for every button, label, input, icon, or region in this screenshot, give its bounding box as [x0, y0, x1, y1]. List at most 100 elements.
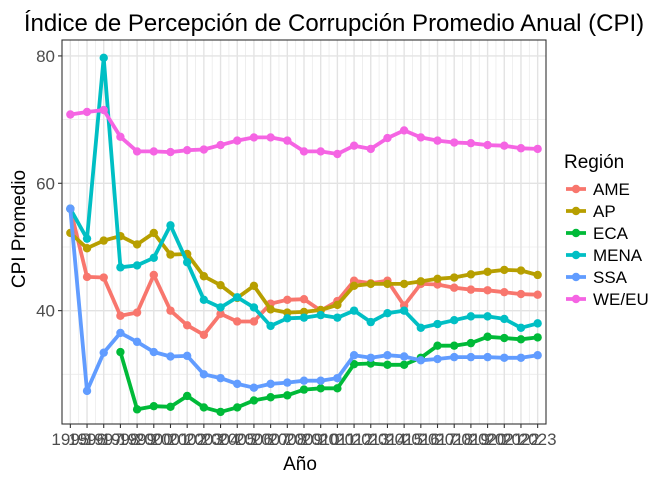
data-point: [233, 379, 242, 389]
data-point: [366, 279, 375, 289]
y-tick-label: 60: [36, 174, 55, 193]
data-point: [132, 308, 142, 317]
data-point: [233, 293, 242, 302]
x-tick-label: 2002: [168, 430, 206, 449]
data-point: [216, 309, 225, 319]
data-point: [199, 403, 209, 412]
x-tick-label: 2005: [218, 430, 256, 449]
data-point: [450, 341, 459, 350]
data-point: [166, 306, 175, 315]
legend-label: AME: [593, 180, 630, 199]
x-tick-label: 2020: [469, 430, 507, 449]
x-tick-label: 2018: [435, 430, 473, 449]
data-point: [466, 312, 476, 321]
data-point: [416, 323, 426, 333]
x-tick-label: 2000: [135, 430, 173, 449]
x-tick-label: 2015: [385, 430, 423, 449]
data-point: [99, 105, 108, 115]
data-point: [533, 270, 542, 280]
data-point: [283, 295, 292, 305]
x-tick-label: 2006: [235, 430, 273, 449]
data-point: [166, 221, 175, 230]
data-point: [82, 272, 92, 282]
data-point: [116, 347, 125, 357]
x-tick-label: 1997: [85, 430, 123, 449]
legend-key-point: [571, 206, 581, 216]
data-point: [349, 359, 359, 369]
data-point: [366, 144, 375, 154]
data-point: [383, 351, 392, 360]
data-point: [82, 107, 92, 117]
data-point: [466, 352, 476, 362]
data-point: [399, 352, 409, 361]
legend-label: WE/EU: [593, 290, 649, 309]
data-point: [383, 133, 392, 143]
data-point: [182, 258, 192, 267]
data-point: [216, 407, 225, 417]
data-point: [399, 126, 409, 135]
x-tick-label: 1998: [101, 430, 139, 449]
x-tick-label: 2009: [285, 430, 323, 449]
data-point: [483, 332, 492, 341]
legend-title: Región: [564, 152, 624, 173]
data-point: [149, 228, 158, 238]
data-point: [349, 141, 359, 150]
data-point: [316, 147, 325, 156]
x-tick-label: 2011: [319, 430, 356, 449]
data-point: [383, 360, 392, 369]
data-point: [466, 138, 476, 148]
data-point: [82, 234, 92, 243]
x-tick-label: 2001: [152, 430, 190, 449]
data-point: [516, 335, 526, 344]
data-point: [149, 253, 158, 262]
x-tick-label: 2019: [452, 430, 490, 449]
data-point: [349, 351, 359, 360]
data-point: [383, 308, 392, 318]
x-tick-label: 2004: [202, 430, 240, 449]
data-point: [99, 348, 108, 357]
chart-title: Índice de Percepción de Corrupción Prome…: [24, 10, 644, 37]
data-point: [500, 287, 509, 297]
data-point: [132, 405, 142, 414]
legend: Región AME AP ECA MENA SSA WE/EU: [564, 152, 649, 309]
x-tick-label: 2014: [369, 430, 407, 449]
data-point: [283, 136, 292, 145]
data-point: [116, 311, 125, 320]
y-axis-title: CPI Promedio: [9, 170, 30, 288]
data-point: [116, 263, 125, 272]
data-point: [500, 353, 509, 362]
data-point: [266, 393, 275, 402]
data-point: [233, 317, 242, 326]
data-point: [316, 376, 325, 385]
plot-panel: 4060801995199619971998199920002001200220…: [36, 39, 557, 449]
data-point: [299, 376, 309, 385]
data-point: [149, 270, 158, 280]
data-point: [116, 328, 125, 338]
legend-label: SSA: [593, 268, 628, 287]
x-tick-label: 2008: [268, 430, 306, 449]
data-point: [316, 384, 325, 393]
x-tick-label: 2007: [252, 430, 290, 449]
legend-key-point: [571, 228, 581, 238]
legend-key-point: [571, 294, 581, 304]
x-tick-label: 2023: [519, 430, 557, 449]
data-point: [399, 279, 409, 289]
data-point: [383, 279, 392, 289]
data-point: [533, 333, 542, 342]
data-point: [283, 391, 292, 400]
legend-label: AP: [593, 202, 616, 221]
data-point: [149, 147, 158, 156]
data-point: [450, 273, 459, 282]
data-point: [416, 133, 426, 142]
data-point: [399, 360, 409, 369]
data-point: [366, 317, 375, 327]
data-point: [283, 314, 292, 323]
data-point: [199, 145, 209, 154]
data-point: [132, 240, 142, 249]
data-point: [199, 272, 209, 281]
data-point: [516, 289, 526, 299]
data-point: [266, 305, 275, 314]
data-point: [533, 290, 542, 299]
legend-key-point: [571, 184, 581, 194]
data-point: [483, 267, 492, 277]
